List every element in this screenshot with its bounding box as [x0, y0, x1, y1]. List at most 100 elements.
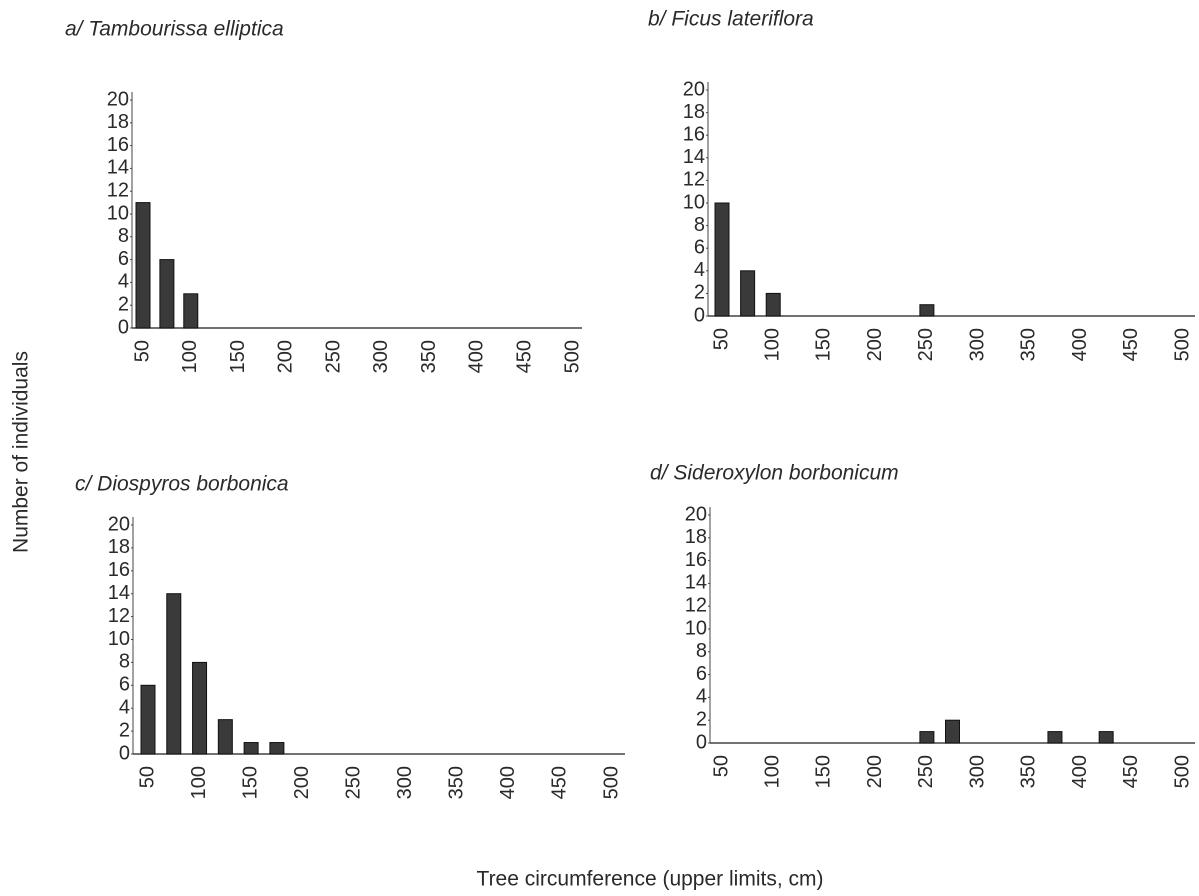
y-tick-label: 6: [119, 674, 130, 696]
y-tick-label: 12: [685, 594, 707, 616]
x-tick-label: 100: [762, 328, 784, 361]
y-tick-label: 2: [696, 708, 707, 730]
x-tick-label: 50: [710, 755, 732, 777]
x-tick-label: 350: [418, 340, 440, 373]
y-tick-label: 10: [108, 628, 130, 650]
bar: [140, 684, 156, 755]
x-tick-label: 150: [239, 766, 261, 799]
x-tick-label: 300: [966, 328, 988, 361]
y-tick-label: 8: [694, 214, 705, 236]
y-tick-label: 14: [685, 572, 707, 594]
x-tick-label: 450: [1120, 328, 1142, 361]
bar: [159, 259, 175, 329]
y-tick-label: 0: [119, 742, 130, 764]
y-tick-label: 2: [694, 282, 705, 304]
y-tick-label: 20: [685, 503, 707, 525]
x-tick-label: 450: [549, 766, 571, 799]
y-tick-label: 6: [696, 663, 707, 685]
y-tick-label: 20: [108, 513, 130, 535]
y-tick-label: 0: [118, 316, 129, 338]
x-tick-label: 50: [710, 328, 732, 350]
x-tick-label: 50: [136, 766, 158, 788]
y-tick-label: 18: [685, 526, 707, 548]
bar: [765, 292, 781, 317]
bar: [192, 661, 208, 755]
x-tick-label: 100: [762, 755, 784, 788]
x-tick-label: 250: [915, 755, 937, 788]
x-tick-label: 500: [1171, 328, 1193, 361]
y-axis-label: Number of individuals: [10, 351, 33, 553]
x-tick-label: 250: [343, 766, 365, 799]
x-tick-label: 200: [291, 766, 313, 799]
bar: [135, 202, 151, 329]
y-tick-label: 20: [107, 88, 129, 110]
x-tick-label: 150: [227, 340, 249, 373]
y-tick-label: 0: [694, 304, 705, 326]
bar: [740, 270, 756, 317]
y-tick-label: 18: [683, 101, 705, 123]
x-tick-label: 350: [1018, 328, 1040, 361]
bar: [269, 742, 285, 755]
y-tick-label: 14: [107, 157, 129, 179]
bar: [166, 593, 182, 755]
y-tick-label: 2: [118, 293, 129, 315]
y-tick-label: 12: [107, 179, 129, 201]
x-tick-label: 100: [188, 766, 210, 799]
x-tick-label: 300: [394, 766, 416, 799]
y-tick-label: 4: [694, 259, 705, 281]
y-tick-label: 6: [694, 236, 705, 258]
x-tick-label: 400: [1069, 328, 1091, 361]
y-tick-label: 10: [683, 191, 705, 213]
bar: [183, 293, 199, 329]
y-tick-label: 20: [683, 78, 705, 100]
y-tick-label: 18: [107, 111, 129, 133]
x-tick-label: 250: [322, 340, 344, 373]
bar: [945, 719, 960, 744]
y-tick-label: 4: [119, 696, 130, 718]
x-tick-label: 500: [561, 340, 583, 373]
bar: [1047, 731, 1063, 744]
bar: [919, 731, 935, 744]
y-tick-label: 8: [696, 640, 707, 662]
x-tick-label: 400: [1069, 755, 1091, 788]
y-tick-label: 16: [683, 123, 705, 145]
x-tick-label: 350: [446, 766, 468, 799]
bar: [217, 719, 233, 755]
panel-title: d/ Sideroxylon borbonicum: [650, 462, 899, 485]
x-axis-label: Tree circumference (upper limits, cm): [477, 868, 824, 891]
y-tick-label: 2: [119, 719, 130, 741]
x-tick-label: 150: [813, 755, 835, 788]
x-tick-label: 300: [370, 340, 392, 373]
x-tick-label: 450: [514, 340, 536, 373]
x-tick-label: 250: [915, 328, 937, 361]
bar: [919, 304, 935, 317]
y-tick-label: 4: [696, 686, 707, 708]
y-tick-label: 12: [683, 169, 705, 191]
y-tick-label: 18: [108, 536, 130, 558]
panel-title: a/ Tambourissa elliptica: [65, 18, 284, 41]
y-tick-label: 14: [108, 582, 130, 604]
x-tick-label: 450: [1120, 755, 1142, 788]
x-tick-label: 200: [275, 340, 297, 373]
y-tick-label: 16: [108, 559, 130, 581]
x-tick-label: 300: [966, 755, 988, 788]
x-tick-label: 400: [497, 766, 519, 799]
x-tick-label: 50: [131, 340, 153, 362]
y-tick-label: 8: [118, 225, 129, 247]
bar: [714, 202, 730, 317]
x-tick-label: 100: [179, 340, 201, 373]
y-tick-label: 12: [108, 605, 130, 627]
x-tick-label: 200: [864, 328, 886, 361]
y-tick-label: 10: [685, 617, 707, 639]
y-tick-label: 0: [696, 731, 707, 753]
y-tick-label: 8: [119, 651, 130, 673]
x-tick-label: 150: [813, 328, 835, 361]
bar: [1098, 731, 1114, 744]
panel-title: b/ Ficus lateriflora: [648, 8, 814, 31]
x-tick-label: 500: [1171, 755, 1193, 788]
y-tick-label: 4: [118, 271, 129, 293]
y-tick-label: 14: [683, 146, 705, 168]
x-tick-label: 500: [600, 766, 622, 799]
y-tick-label: 6: [118, 248, 129, 270]
